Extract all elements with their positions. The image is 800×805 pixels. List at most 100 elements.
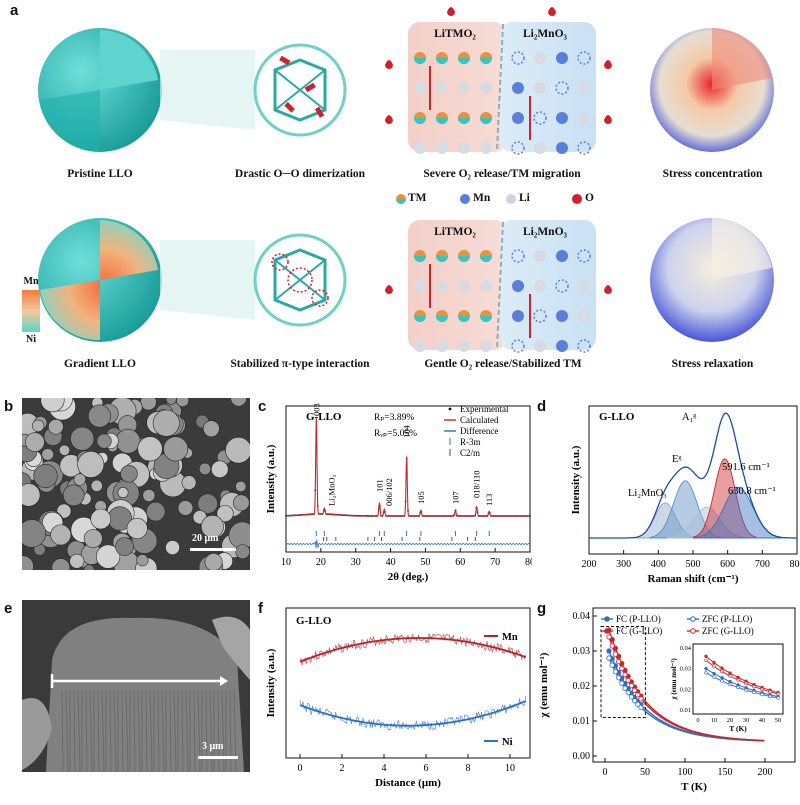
sem-particle [50, 524, 72, 546]
inset-y-tick: 0.02 [680, 686, 691, 693]
sem-stripe [77, 689, 81, 772]
sem-particle [136, 554, 149, 567]
li-atom [458, 142, 470, 154]
tm-atom-half [480, 316, 492, 322]
peak-label: 018/110 [472, 470, 482, 498]
atom-legend [396, 194, 582, 204]
li-atom [534, 52, 546, 64]
y-axis-label: Intensity (a.u.) [265, 648, 277, 717]
sem-stripe [101, 689, 105, 772]
inset-point [720, 669, 724, 674]
raman-annotation: Eᵍ [672, 454, 682, 465]
x-tick-label: 50 [640, 767, 650, 778]
rp-value: Rₚ=3.89% [374, 413, 414, 423]
sem-particle [96, 433, 112, 449]
sem-stripe [109, 689, 112, 772]
sem-stripe [113, 689, 117, 772]
caption-stabilized: Stabilized π-type interaction [230, 358, 370, 370]
sem-particle [31, 419, 45, 432]
panel-label-b: b [4, 398, 14, 415]
vacancy-site [555, 81, 569, 95]
gradient-scale-ni: Ni [26, 334, 36, 345]
x-tick-label: 100 [678, 767, 693, 778]
sem-particle [140, 398, 157, 411]
sem-particle [163, 436, 189, 462]
x-tick-label: 500 [686, 559, 701, 570]
sem-stripe [173, 689, 177, 772]
legend-marker [604, 628, 610, 634]
inset-point [752, 690, 756, 695]
sem-particle [232, 494, 250, 512]
sem-particle [48, 419, 64, 435]
sem-particle [202, 420, 220, 438]
li-atom [534, 250, 546, 262]
inset-point [728, 679, 732, 684]
li-atom [578, 310, 590, 322]
x-tick-label: 2 [340, 763, 345, 774]
sem-stripe [157, 689, 160, 772]
li-atom [534, 280, 546, 292]
oxygen-release-drops-row1 [385, 7, 612, 124]
inset-x-tick: 10 [711, 717, 718, 724]
caption-pristine-llo: Pristine LLO [67, 168, 133, 180]
box2-label-litmo2: LiTMO₂ [434, 226, 476, 238]
sem-particle [22, 519, 47, 548]
sem-particle [137, 436, 163, 462]
vacancy-site [511, 249, 525, 263]
legend-entry: Mn [502, 632, 518, 643]
mn-atom [556, 112, 568, 124]
li-atom [414, 340, 426, 352]
sem-particle [225, 436, 250, 464]
lattice-circle-stabilized [253, 233, 347, 327]
sem-stripe [149, 689, 153, 772]
li-atom [534, 340, 546, 352]
lattice-circle-dimer [253, 43, 347, 137]
sem-stripe [61, 689, 64, 772]
inset-point [712, 664, 716, 668]
x-tick-label: 60 [455, 557, 465, 568]
sem-particle [83, 529, 103, 548]
legend-marker [690, 616, 696, 622]
zoom-box [600, 626, 646, 718]
raman-annotation: A₁ᵍ [682, 412, 696, 423]
mn-atom [556, 340, 568, 352]
inset-point [728, 682, 732, 687]
series-point [616, 675, 622, 681]
inset-series [705, 655, 779, 694]
inset-point [720, 676, 724, 680]
inset-y-tick: 0.01 [680, 707, 691, 714]
sem-particle [198, 462, 212, 475]
schematic-panel-a [22, 7, 774, 353]
legend-entry: R-3m [460, 437, 481, 447]
sem-particle [96, 544, 121, 569]
peak-label: 104 [402, 425, 412, 439]
sem-particle [235, 544, 250, 560]
inset-point [760, 687, 764, 692]
raman-component [666, 506, 747, 539]
y-tick-label: 0.00 [573, 751, 591, 762]
stress-concentration-sphere [650, 28, 774, 152]
series-point [635, 701, 641, 707]
peak-label: 003 [311, 403, 321, 416]
series-point [606, 634, 612, 640]
vacancy-site [533, 111, 547, 125]
sem-particle [117, 487, 129, 498]
sem-particle [235, 480, 247, 493]
inset-point [720, 679, 724, 683]
panel-label-c: c [258, 398, 267, 415]
sem-stripe [73, 689, 76, 772]
x-axis-label: Distance (μm) [375, 777, 441, 789]
rwp-value: Rᵥₚ=5.05% [374, 429, 417, 439]
series-point [625, 690, 631, 696]
raman-component [649, 480, 722, 539]
x-tick-label: 8 [466, 763, 471, 774]
li-atom [578, 280, 590, 292]
series-point [622, 685, 628, 691]
x-tick-label: 50 [420, 557, 430, 568]
box2-label-li2mno3: Li₂MnO₃ [523, 226, 567, 238]
chart-title: G-LLO [306, 411, 342, 423]
tm-atom-half [414, 316, 426, 322]
legend-entry: Difference [460, 426, 498, 436]
peak-label: 101 [374, 479, 384, 492]
panel-label-d: d [537, 398, 547, 415]
